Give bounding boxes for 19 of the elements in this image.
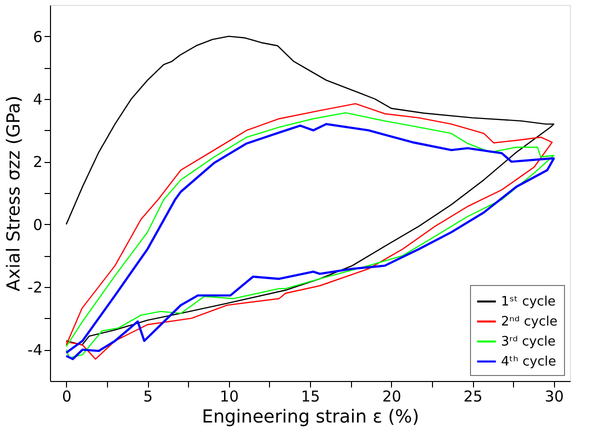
y-tick-label: -4 (28, 341, 42, 360)
x-tick-label: 30 (544, 388, 564, 406)
legend-label: 4ᵗʰ cycle (501, 354, 556, 370)
x-tick-label: 20 (382, 388, 402, 406)
x-tick-label: 15 (300, 388, 320, 406)
y-axis-title: Axial Stress σzz (GPa) (4, 96, 25, 292)
x-tick-label: 5 (143, 388, 153, 406)
y-tick-label: 4 (32, 90, 42, 108)
y-tick-label: 6 (32, 28, 42, 46)
x-axis-title: Engineering strain ε (%) (202, 406, 420, 428)
legend-label: 1ˢᵗ cycle (501, 294, 556, 310)
x-tick-label: 25 (463, 388, 483, 406)
legend-label: 3ʳᵈ cycle (501, 334, 556, 350)
legend-label: 2ⁿᵈ cycle (501, 314, 558, 330)
x-tick-label: 10 (220, 388, 239, 406)
y-tick-label: 2 (32, 153, 42, 172)
y-tick-label: 0 (32, 216, 42, 234)
x-tick-label: 0 (62, 388, 72, 406)
y-tick-label: -2 (28, 278, 42, 296)
